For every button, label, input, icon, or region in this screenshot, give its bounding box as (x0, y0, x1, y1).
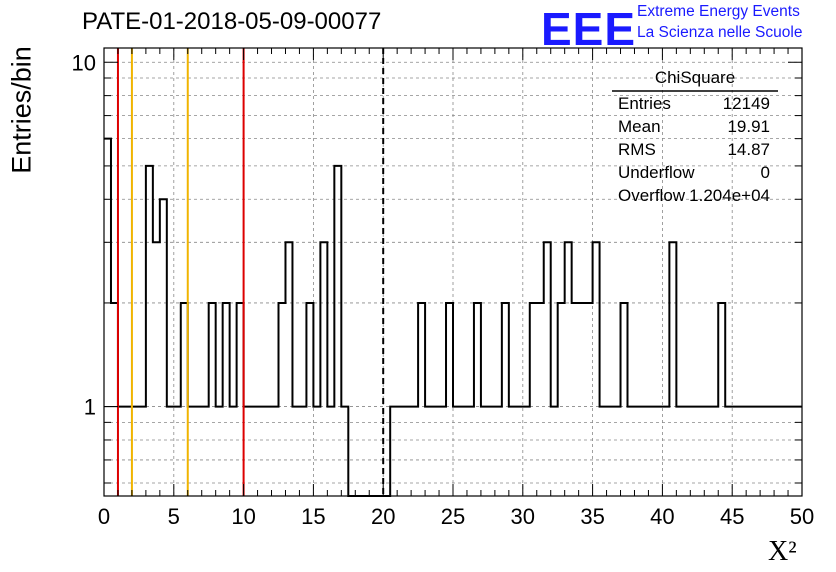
stats-key: Overflow (618, 186, 686, 205)
stats-title: ChiSquare (654, 68, 736, 87)
x-tick-label: 40 (650, 504, 674, 529)
histogram-series (104, 137, 802, 497)
x-tick-label: 30 (511, 504, 535, 529)
logo-line-2: La Scienza nelle Scuole (637, 24, 803, 41)
y-tick-label: 1 (84, 395, 96, 420)
stats-value: 0 (760, 163, 770, 182)
x-tick-label: 5 (168, 504, 180, 529)
x-tick-label: 35 (580, 504, 604, 529)
eee-logo: EEE (541, 3, 637, 55)
x-tick-label: 20 (371, 504, 395, 529)
x-tick-label: 0 (98, 504, 110, 529)
chart-title: PATE-01-2018-05-09-00077 (82, 8, 382, 35)
x-tick-label: 25 (441, 504, 465, 529)
x-axis-label: X² (768, 536, 797, 567)
y-tick-label: 10 (72, 50, 96, 75)
x-tick-label: 10 (231, 504, 255, 529)
x-tick-label: 45 (720, 504, 744, 529)
stats-value: 14.87 (727, 140, 770, 159)
logo-line-1: Extreme Energy Events (637, 3, 800, 20)
stats-value: 12149 (722, 94, 770, 113)
x-tick-label: 15 (301, 504, 325, 529)
x-tick-label: 50 (790, 504, 814, 529)
stats-value: 19.91 (727, 117, 770, 136)
stats-key: Underflow (618, 163, 695, 182)
stats-value: 1.204e+04 (689, 186, 770, 205)
stats-key: RMS (618, 140, 656, 159)
stats-key: Mean (618, 117, 661, 136)
stats-key: Entries (618, 94, 671, 113)
